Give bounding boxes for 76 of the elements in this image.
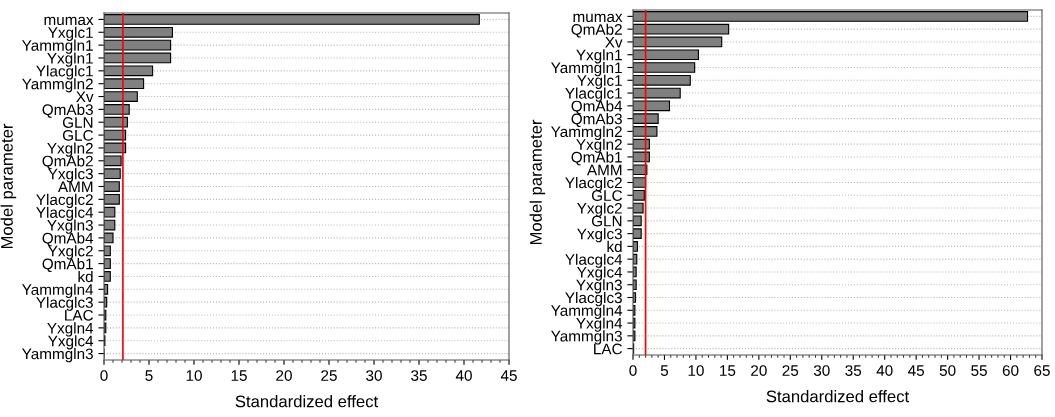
y-tick-label: QmAb1 (571, 151, 622, 166)
x-tick-label: 35 (845, 365, 862, 376)
y-tick-label: Ylacglc1 (36, 65, 93, 80)
y-tick-label: QmAb2 (571, 23, 622, 38)
y-tick-label: AMM (586, 164, 622, 176)
y-tick-label: Ylacglc2 (565, 176, 622, 192)
x-tick-label: 25 (321, 370, 337, 381)
y-tick-label: QmAb3 (42, 103, 93, 118)
x-axis-title: Standardized effect (235, 395, 379, 408)
y-tick-label: Yammgln3 (551, 330, 622, 345)
x-tick-label: 45 (908, 365, 925, 376)
x-tick-label: 65 (1034, 365, 1050, 376)
y-axis-title: Model parameter (0, 123, 17, 249)
x-tick-label: 0 (629, 365, 637, 376)
x-tick-label: 50 (939, 365, 956, 376)
y-tick-label: Yxgln3 (47, 219, 93, 234)
x-tick-label: 5 (145, 370, 153, 381)
y-tick-label: Yxglc2 (48, 245, 93, 260)
x-tick-label: 20 (751, 365, 767, 376)
y-axis-title: Model parameter (529, 119, 546, 245)
y-tick-label: Yammgln2 (551, 125, 622, 141)
y-tick-label: Yxgln1 (47, 52, 93, 67)
y-tick-label: Yxgln4 (47, 322, 94, 337)
y-tick-label: GLN (62, 117, 93, 128)
x-tick-label: 10 (688, 365, 704, 376)
y-tick-label: mumax (44, 16, 94, 26)
x-tick-label: 45 (500, 370, 517, 381)
y-tick-label: Yxgln1 (576, 49, 622, 64)
y-tick-label: Ylacglc1 (565, 87, 622, 102)
y-tick-label: Ylacglc4 (565, 253, 623, 268)
x-tick-label: 30 (366, 370, 382, 381)
y-tick-label: Yammgln1 (22, 39, 93, 54)
y-tick-label: QmAb2 (42, 155, 93, 170)
y-tick-label: QmAb4 (42, 232, 94, 247)
x-tick-label: 40 (876, 365, 893, 376)
x-tick-label: 55 (971, 365, 987, 376)
x-tick-label: 25 (782, 365, 799, 376)
x-tick-label: 10 (186, 370, 202, 381)
y-tick-label: QmAb4 (571, 100, 623, 115)
x-tick-label: 20 (276, 370, 292, 381)
y-tick-label: mumax (573, 13, 623, 23)
y-tick-label: Yammgln4 (22, 283, 94, 299)
y-tick-label: Yxgln4 (576, 317, 623, 332)
y-tick-label: Yxglc4 (577, 266, 623, 281)
x-tick-label: 35 (411, 370, 427, 381)
y-tick-label: Yxglc3 (48, 168, 93, 183)
y-tick-label: QmAb1 (42, 258, 93, 273)
y-tick-label: Yammgln2 (22, 78, 93, 93)
y-tick-label: Yxgln2 (576, 138, 622, 153)
y-tick-label: Yxglc4 (48, 335, 94, 350)
x-tick-label: 5 (660, 365, 669, 376)
y-tick-label: kd (78, 270, 93, 283)
y-tick-label: Xv (76, 91, 94, 103)
y-tick-label: Ylacglc2 (36, 193, 93, 209)
y-tick-label: GLN (591, 215, 622, 227)
y-tick-label: Yammgln3 (22, 348, 93, 363)
x-tick-label: 15 (231, 370, 247, 381)
y-tick-label: AMM (57, 181, 93, 193)
y-tick-label: Ylacglc4 (36, 206, 94, 221)
y-tick-label: Yxglc1 (48, 26, 93, 41)
y-tick-label: Yxgln3 (576, 279, 622, 294)
y-tick-label: GLC (591, 190, 622, 201)
x-tick-label: 0 (100, 370, 108, 381)
y-tick-label: Xv (605, 36, 623, 48)
x-axis-title: Standardized effect (766, 390, 910, 403)
y-tick-label: QmAb3 (571, 113, 622, 128)
y-tick-label: Yxgln2 (47, 142, 93, 157)
x-tick-label: 15 (720, 365, 736, 376)
y-tick-label: Yxglc2 (577, 202, 622, 217)
y-tick-label: GLC (62, 129, 93, 141)
x-tick-label: 40 (455, 370, 472, 381)
y-tick-label: LAC (594, 343, 622, 355)
x-tick-label: 30 (813, 365, 830, 376)
x-tick-label: 60 (1002, 365, 1019, 376)
y-tick-label: Ylacglc3 (36, 296, 93, 311)
y-tick-label: LAC (65, 309, 93, 321)
